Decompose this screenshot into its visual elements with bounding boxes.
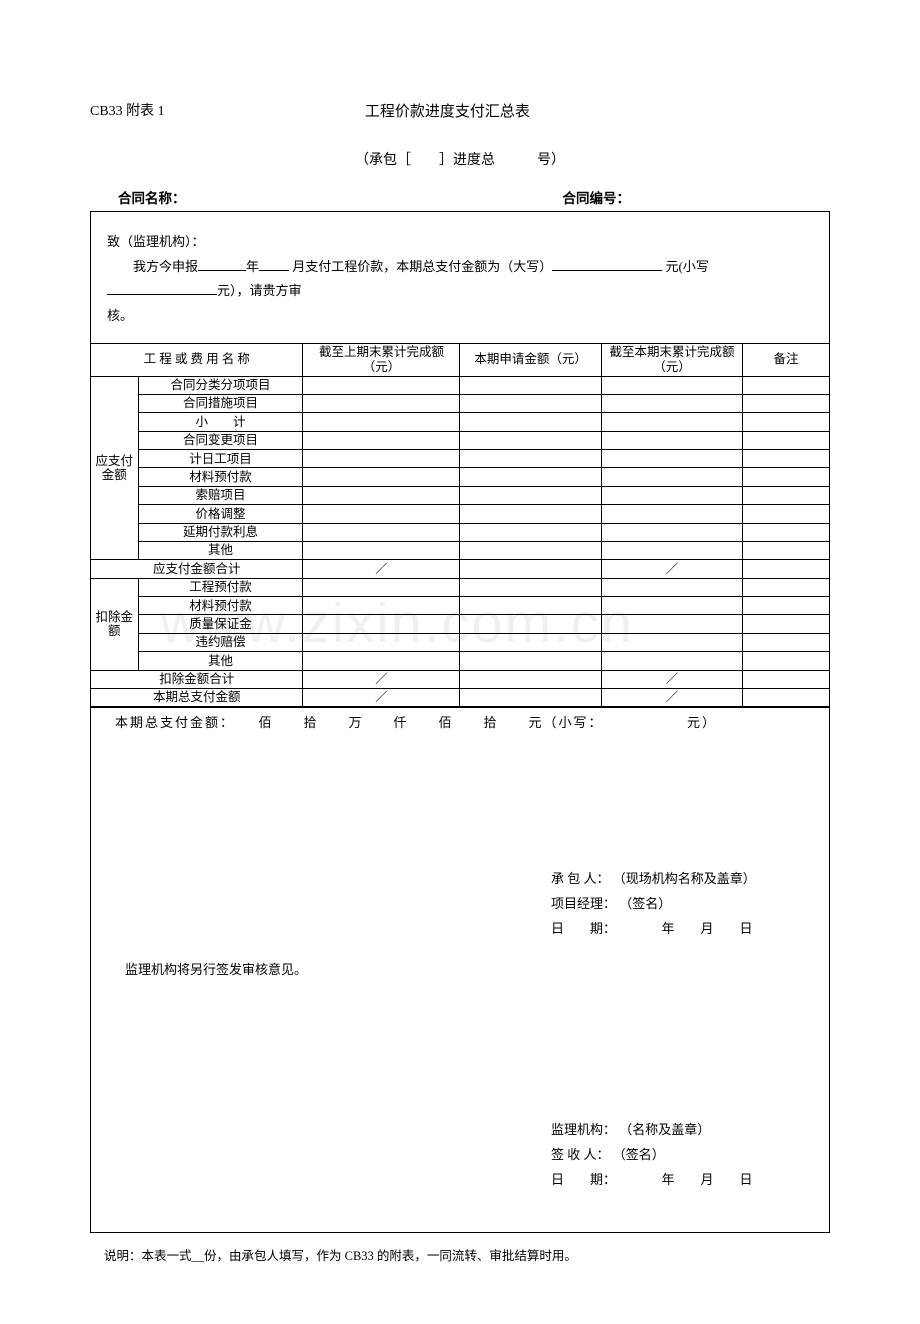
intro-block: 致（监理机构）： 我方今申报 年 月支付工程价款，本期总支付金额为（大写） 元(小…	[91, 212, 829, 343]
row-label: 材料预付款	[138, 597, 303, 615]
table-row: 其他	[91, 541, 829, 559]
blank-amount-upper[interactable]	[552, 257, 662, 271]
main-box: 致（监理机构）： 我方今申报 年 月支付工程价款，本期总支付金额为（大写） 元(小…	[90, 211, 830, 1233]
slash-cell: ／	[303, 560, 460, 578]
form-code: CB33 附表 1	[90, 100, 165, 121]
blank-year[interactable]	[198, 257, 246, 271]
row-label: 合同分类分项项目	[138, 376, 303, 394]
col-name: 工 程 或 费 用 名 称	[91, 343, 303, 376]
contractor-signature-block: 承 包 人： （现场机构名称及盖章） 项目经理： （签名） 日 期： 年 月 日…	[91, 737, 829, 1232]
sig1-contractor: 承 包 人： （现场机构名称及盖章）	[551, 867, 809, 892]
explain-line: 说明：本表一式__份，由承包人填写，作为 CB33 的附表，一同流转、审批结算时…	[104, 1245, 830, 1264]
table-row: 应支付金额 合同分类分项项目	[91, 376, 829, 394]
table-row: 价格调整	[91, 505, 829, 523]
row-label: 延期付款利息	[138, 523, 303, 541]
total-label: 本期总支付金额	[91, 688, 303, 706]
table-row: 扣除金额 工程预付款	[91, 578, 829, 596]
page-title: 工程价款进度支付汇总表	[165, 100, 730, 121]
intro-to: 致（监理机构）：	[107, 230, 813, 255]
table-row: 材料预付款	[91, 597, 829, 615]
sig2-date: 日 期： 年 月 日	[551, 1168, 809, 1193]
table-row: 计日工项目	[91, 450, 829, 468]
header-row: CB33 附表 1 工程价款进度支付汇总表	[90, 100, 830, 121]
table-header-row: 工 程 或 费 用 名 称 截至上期末累计完成额（元） 本期申请金额（元） 截至…	[91, 343, 829, 376]
sig1-date: 日 期： 年 月 日	[551, 917, 809, 942]
row-label: 小 计	[138, 413, 303, 431]
table-row: 索赔项目	[91, 486, 829, 504]
intro-line2: 核。	[107, 304, 813, 329]
sig2-supervisor: 监理机构： （名称及盖章）	[551, 1118, 809, 1143]
slash-cell: ／	[601, 688, 742, 706]
row-label: 材料预付款	[138, 468, 303, 486]
contract-name-label: 合同名称：	[118, 187, 186, 207]
summary-table: 工 程 或 费 用 名 称 截至上期末累计完成额（元） 本期申请金额（元） 截至…	[91, 343, 829, 708]
row-label: 质量保证金	[138, 615, 303, 633]
table-row: 小 计	[91, 413, 829, 431]
row-label: 合同措施项目	[138, 394, 303, 412]
group1-label: 应支付金额	[91, 376, 138, 560]
blank-amount-lower[interactable]	[107, 281, 217, 295]
intro-text-1b: 年	[246, 259, 259, 274]
slash-cell: ／	[601, 560, 742, 578]
subtotal-row: 扣除金额合计 ／ ／	[91, 670, 829, 688]
slash-cell: ／	[303, 670, 460, 688]
total-row: 本期总支付金额 ／ ／	[91, 688, 829, 706]
amount-line: 本期总支付金额： 佰 拾 万 仟 佰 拾 元（小写： 元）	[91, 707, 829, 737]
group2-subtotal: 扣除金额合计	[91, 670, 303, 688]
row-label: 其他	[138, 652, 303, 670]
table-row: 质量保证金	[91, 615, 829, 633]
row-label: 索赔项目	[138, 486, 303, 504]
subtotal-row: 应支付金额合计 ／ ／	[91, 560, 829, 578]
table-row: 材料预付款	[91, 468, 829, 486]
sig2-receiver: 签 收 人： （签名）	[551, 1143, 809, 1168]
table-row: 延期付款利息	[91, 523, 829, 541]
slash-cell: ／	[601, 670, 742, 688]
row-label: 价格调整	[138, 505, 303, 523]
row-label: 合同变更项目	[138, 431, 303, 449]
intro-text-1a: 我方今申报	[133, 259, 198, 274]
group2-label: 扣除金额	[91, 578, 138, 670]
col-prev: 截至上期末累计完成额（元）	[303, 343, 460, 376]
col-remark: 备注	[743, 343, 829, 376]
slash-cell: ／	[303, 688, 460, 706]
row-label: 工程预付款	[138, 578, 303, 596]
col-current: 本期申请金额（元）	[460, 343, 601, 376]
table-row: 违约赔偿	[91, 633, 829, 651]
sub-header: （承包［ ］进度总 号）	[90, 149, 830, 169]
contract-info-row: 合同名称： 合同编号：	[90, 187, 830, 207]
intro-text-1e: 元），请贵方审	[217, 283, 302, 298]
table-row: 合同措施项目	[91, 394, 829, 412]
row-label: 违约赔偿	[138, 633, 303, 651]
contract-no-label: 合同编号：	[563, 187, 631, 207]
row-label: 其他	[138, 541, 303, 559]
row-label: 计日工项目	[138, 450, 303, 468]
col-cum: 截至本期末累计完成额（元）	[601, 343, 742, 376]
blank-month[interactable]	[259, 257, 289, 271]
group1-subtotal: 应支付金额合计	[91, 560, 303, 578]
table-row: 合同变更项目	[91, 431, 829, 449]
intro-text-1d: 元(小写	[666, 259, 709, 274]
note-line: 监理机构将另行签发审核意见。	[125, 959, 809, 978]
intro-text-1c: 月支付工程价款，本期总支付金额为（大写）	[292, 259, 552, 274]
sig1-pm: 项目经理： （签名）	[551, 892, 809, 917]
table-row: 其他	[91, 652, 829, 670]
